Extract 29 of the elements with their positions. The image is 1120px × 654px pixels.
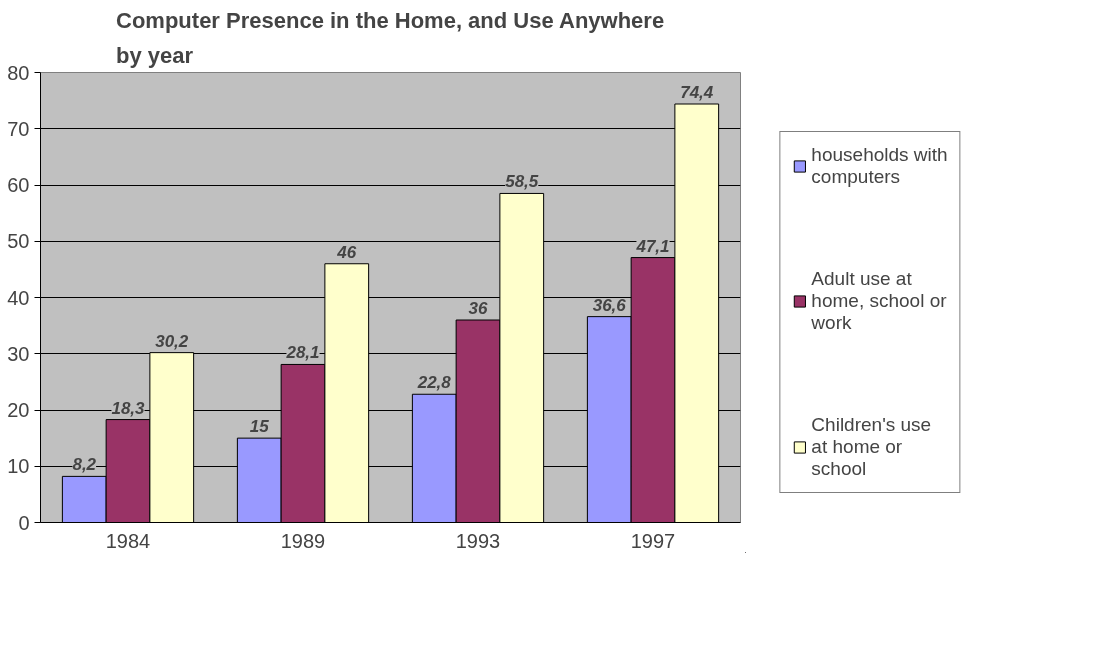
data-label: 47,1 [635, 236, 670, 256]
x-tick-label: 1997 [630, 529, 676, 552]
chart-title: Computer Presence in the Home, and Use Anywhere by year [116, 7, 665, 68]
y-tick-label: 0 [18, 511, 30, 534]
x-tick-label: 1989 [280, 529, 326, 552]
data-label: 18,3 [111, 398, 146, 418]
x-tick-label: 1993 [455, 529, 501, 552]
y-tick-label: 70 [7, 117, 30, 140]
y-tick-label: 60 [7, 174, 30, 196]
data-label: 46 [336, 242, 357, 262]
data-label: 8,2 [72, 455, 97, 475]
legend-label: Children's use at home or school [811, 414, 932, 480]
data-label: 15 [249, 417, 270, 437]
data-label: 58,5 [505, 172, 539, 192]
y-tick-label: 10 [7, 455, 30, 478]
y-tick-label: 30 [7, 342, 30, 365]
data-label: 28,1 [285, 343, 320, 363]
data-label: 22,8 [416, 373, 452, 393]
x-tick-label: 1984 [105, 529, 151, 552]
data-label: 74,4 [680, 83, 714, 102]
data-label: 30,2 [155, 331, 189, 351]
y-tick-label: 40 [7, 286, 30, 309]
data-label: 36 [468, 299, 488, 318]
legend-label: Adult use at home, school or work [811, 268, 947, 334]
data-label: 36,6 [592, 295, 627, 315]
legend-label: households with computers [811, 144, 948, 188]
y-tick-label: 80 [7, 61, 30, 84]
y-tick-label: 20 [7, 399, 30, 421]
y-tick-label: 50 [7, 230, 30, 253]
